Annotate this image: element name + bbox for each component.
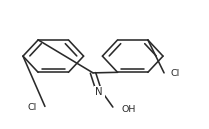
Text: Cl: Cl	[27, 103, 37, 112]
Text: N: N	[96, 87, 103, 97]
Text: Cl: Cl	[170, 69, 180, 78]
Text: OH: OH	[121, 104, 136, 114]
